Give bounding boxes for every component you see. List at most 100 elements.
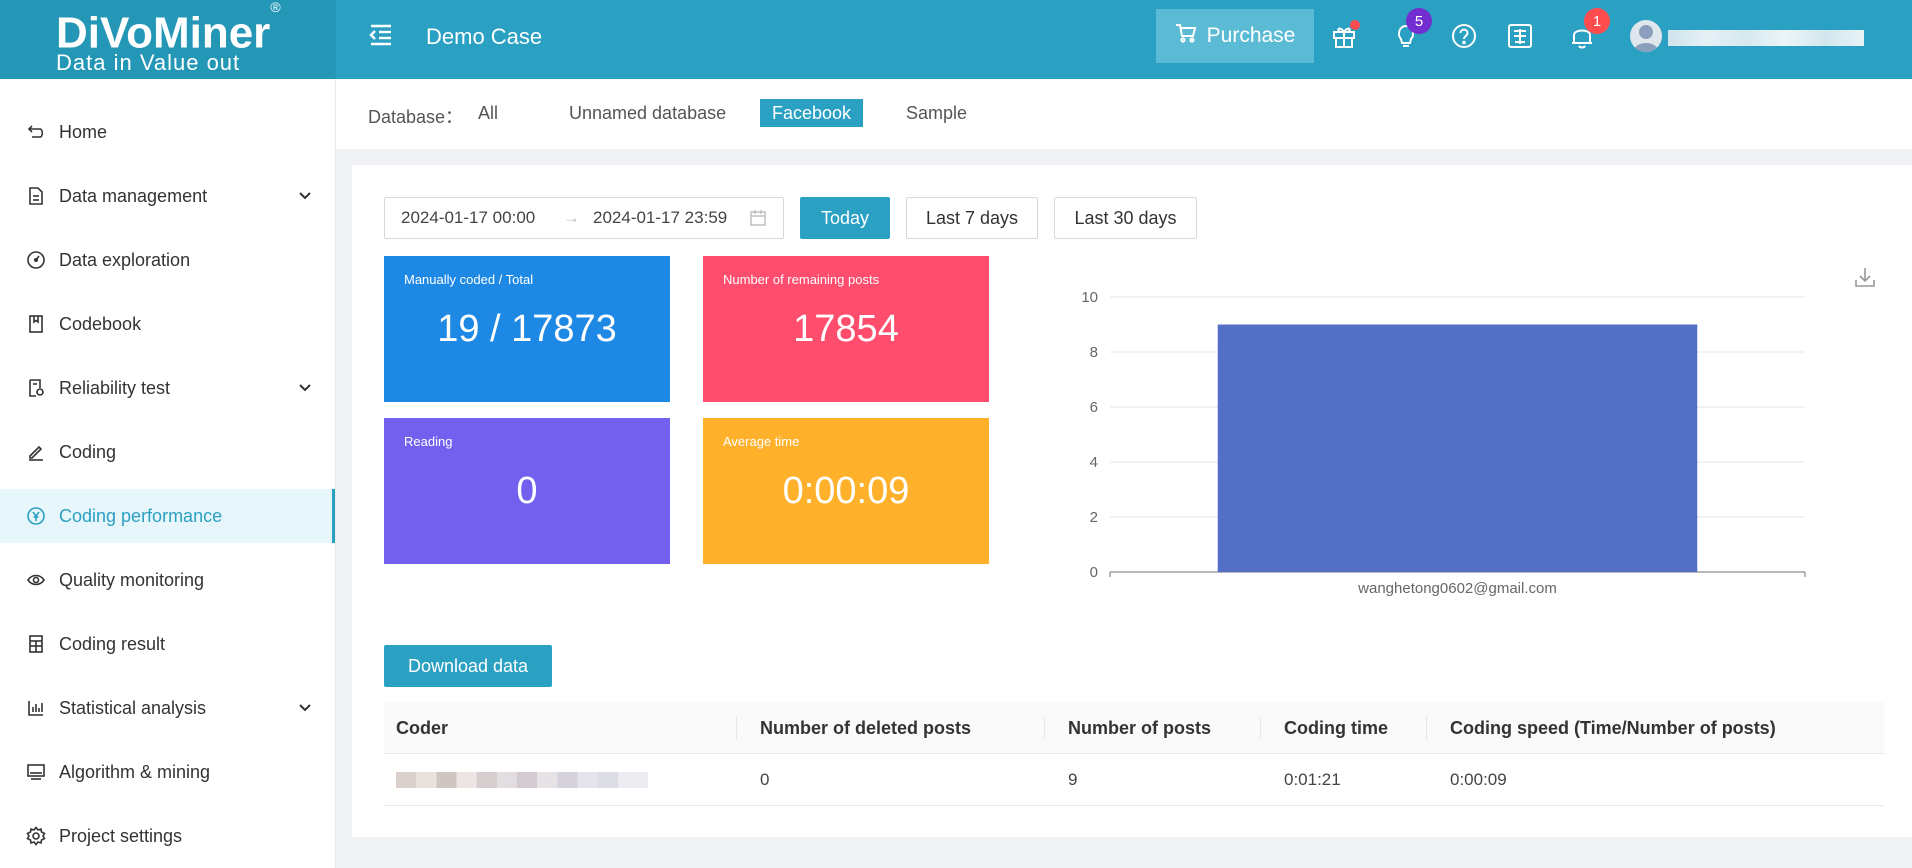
stat-card-reading: Reading 0: [384, 418, 670, 564]
top-bar: DiVoMiner® Data in Value out Demo Case P…: [0, 0, 1912, 79]
cell-coder: [384, 754, 648, 806]
stat-value: 0:00:09: [782, 470, 910, 512]
sidebar-item-label: Project settings: [59, 825, 183, 846]
table-header: Coder Number of deleted posts Number of …: [384, 702, 1884, 754]
sidebar-item-quality-monitoring[interactable]: Quality monitoring: [0, 553, 335, 607]
book-icon: [26, 314, 46, 334]
last-7-days-button[interactable]: Last 7 days: [906, 197, 1038, 239]
date-end[interactable]: 2024-01-17 23:59: [593, 208, 728, 227]
column-header-coder: Coder: [396, 717, 449, 738]
registered-mark: ®: [270, 0, 281, 15]
sidebar-item-project-settings[interactable]: Project settings: [0, 809, 335, 863]
column-header-coding-time: Coding time: [1284, 717, 1388, 738]
sidebar-item-coding[interactable]: Coding: [0, 425, 335, 479]
sidebar: Home Data management Data exploration Co…: [0, 79, 336, 868]
gift-dot: [1350, 20, 1360, 30]
sidebar-item-data-management[interactable]: Data management: [0, 169, 335, 223]
stat-label: Manually coded / Total: [404, 272, 534, 287]
stat-value: 17854: [793, 308, 899, 350]
y-tick-label: 8: [1090, 344, 1098, 361]
table-row[interactable]: 0 9 0:01:21 0:00:09: [384, 754, 1884, 806]
username-redacted[interactable]: [1668, 30, 1864, 46]
download-icon[interactable]: [1854, 266, 1876, 288]
sidebar-item-coding-performance[interactable]: Coding performance: [0, 489, 335, 543]
ideas-badge: 5: [1406, 8, 1432, 34]
database-option-sample[interactable]: Sample: [906, 102, 968, 123]
sidebar-item-label: Quality monitoring: [59, 569, 205, 590]
y-tick-label: 4: [1090, 454, 1098, 471]
sidebar-item-label: Statistical analysis: [59, 697, 207, 718]
project-title: Demo Case: [426, 24, 543, 49]
sidebar-item-statistical-analysis[interactable]: Statistical analysis: [0, 681, 335, 735]
language-toggle-icon[interactable]: [1506, 22, 1534, 50]
column-header-coding-speed: Coding speed (Time/Number of posts): [1450, 717, 1776, 738]
column-header-deleted-posts: Number of deleted posts: [760, 717, 972, 738]
database-label: Database：: [368, 107, 464, 127]
stat-label: Reading: [404, 434, 453, 449]
last-30-days-button[interactable]: Last 30 days: [1054, 197, 1197, 239]
menu-fold-icon[interactable]: [368, 22, 394, 48]
logo-tagline: Data in Value out: [56, 50, 241, 75]
sidebar-item-coding-result[interactable]: Coding result: [0, 617, 335, 671]
x-tick-label: wanghetong0602@gmail.com: [1357, 580, 1557, 597]
chevron-down-icon[interactable]: [296, 187, 314, 205]
sheet-icon: [26, 634, 46, 654]
purchase-label: Purchase: [1206, 24, 1296, 47]
bar[interactable]: [1217, 324, 1698, 573]
column-divider: [1044, 716, 1045, 740]
help-icon[interactable]: [1450, 22, 1478, 50]
chevron-down-icon[interactable]: [296, 699, 314, 717]
date-range-picker[interactable]: 2024-01-17 00:00 → 2024-01-17 23:59: [384, 197, 784, 239]
cell-coding-time: 0:01:21: [1284, 770, 1341, 789]
eye-icon: [26, 570, 46, 590]
today-button[interactable]: Today: [800, 197, 890, 239]
cell-deleted-posts: 0: [760, 770, 770, 789]
sidebar-item-label: Data management: [59, 185, 208, 206]
cart-icon: [1175, 22, 1197, 50]
sidebar-item-label: Coding performance: [59, 505, 223, 526]
gear-icon: [26, 826, 46, 846]
sidebar-item-label: Algorithm & mining: [59, 761, 211, 782]
stat-value: 0: [516, 470, 538, 512]
cell-posts: 9: [1068, 770, 1078, 789]
database-filter-bar: Database： All Unnamed database Facebook …: [336, 79, 1912, 149]
home-return-icon: [26, 122, 46, 142]
dashboard-icon: [26, 250, 46, 270]
y-tick-label: 6: [1090, 399, 1098, 416]
range-arrow: →: [563, 208, 580, 227]
bell-icon[interactable]: 1: [1568, 8, 1610, 50]
stat-value: 19 / 17873: [437, 308, 617, 350]
lightbulb-icon[interactable]: 5: [1392, 8, 1432, 50]
stat-card-average-time: Average time 0:00:09: [703, 418, 989, 564]
column-header-posts: Number of posts: [1068, 717, 1212, 738]
stat-card-manually-coded: Manually coded / Total 19 / 17873: [384, 256, 670, 402]
document-icon: [26, 186, 46, 206]
column-divider: [736, 716, 737, 740]
cell-coding-speed: 0:00:09: [1450, 770, 1507, 789]
gift-icon[interactable]: [1330, 20, 1360, 50]
logo[interactable]: DiVoMiner® Data in Value out: [0, 0, 336, 79]
purchase-button[interactable]: Purchase: [1156, 9, 1314, 63]
date-start[interactable]: 2024-01-17 00:00: [401, 208, 536, 227]
y-tick-label: 0: [1090, 564, 1098, 581]
sidebar-item-algorithm-mining[interactable]: Algorithm & mining: [0, 745, 335, 799]
sidebar-item-reliability-test[interactable]: Reliability test: [0, 361, 335, 415]
sidebar-item-label: Coding result: [59, 633, 166, 654]
database-option-all[interactable]: All: [478, 102, 499, 123]
sidebar-item-label: Coding: [59, 441, 117, 462]
column-divider: [1426, 716, 1427, 740]
database-option-unnamed[interactable]: Unnamed database: [569, 102, 727, 123]
sidebar-item-home[interactable]: Home: [0, 105, 335, 159]
sidebar-item-codebook[interactable]: Codebook: [0, 297, 335, 351]
notifications-badge: 1: [1584, 8, 1610, 34]
column-divider: [1260, 716, 1261, 740]
chevron-down-icon[interactable]: [296, 379, 314, 397]
sidebar-item-data-exploration[interactable]: Data exploration: [0, 233, 335, 287]
coin-icon: [26, 506, 46, 526]
avatar[interactable]: [1630, 20, 1662, 52]
stat-card-remaining-posts: Number of remaining posts 17854: [703, 256, 989, 402]
logo-text: DiVoMiner: [56, 8, 271, 58]
database-option-facebook[interactable]: Facebook: [760, 99, 864, 127]
y-tick-label: 10: [1081, 289, 1098, 306]
download-data-button[interactable]: Download data: [384, 645, 552, 687]
